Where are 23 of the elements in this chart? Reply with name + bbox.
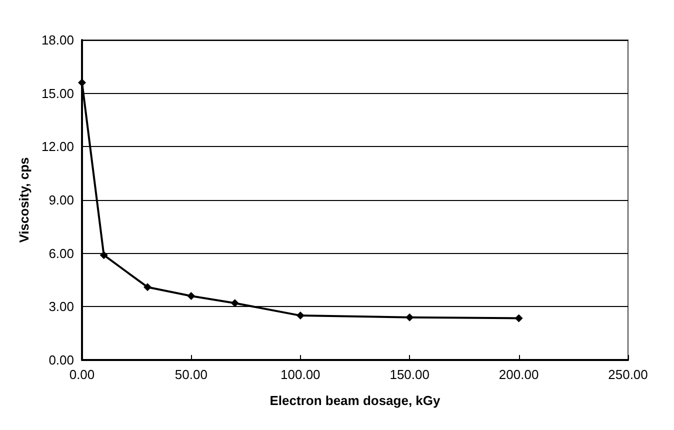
point: [78, 78, 86, 87]
y-tick-label: 6.00: [48, 246, 74, 261]
point: [100, 251, 108, 260]
x-tick-label: 250.00: [608, 367, 648, 382]
point: [187, 292, 196, 300]
y-tick-label: 0.00: [48, 352, 74, 368]
x-tick-label: 150.00: [390, 367, 430, 382]
x-tick-label: 200.00: [498, 367, 539, 382]
point: [296, 312, 304, 320]
x-tick-label: 50.00: [174, 367, 208, 382]
y-tick-label: 9.00: [48, 192, 74, 208]
x-tick-label: 100.00: [280, 367, 320, 382]
y-axis-title: Viscosity, cps: [16, 157, 32, 243]
point: [230, 299, 239, 308]
point: [514, 314, 523, 322]
y-tick-label: 15.00: [41, 86, 74, 101]
y-tick-label: 18.00: [41, 32, 74, 48]
x-tick-label: 0.00: [69, 367, 95, 382]
x-axis-title: Electron beam dosage, kGy: [270, 393, 442, 408]
point: [144, 283, 152, 292]
point: [406, 313, 414, 322]
y-tick-label: 12.00: [41, 139, 74, 154]
y-tick-label: 3.00: [48, 299, 74, 314]
